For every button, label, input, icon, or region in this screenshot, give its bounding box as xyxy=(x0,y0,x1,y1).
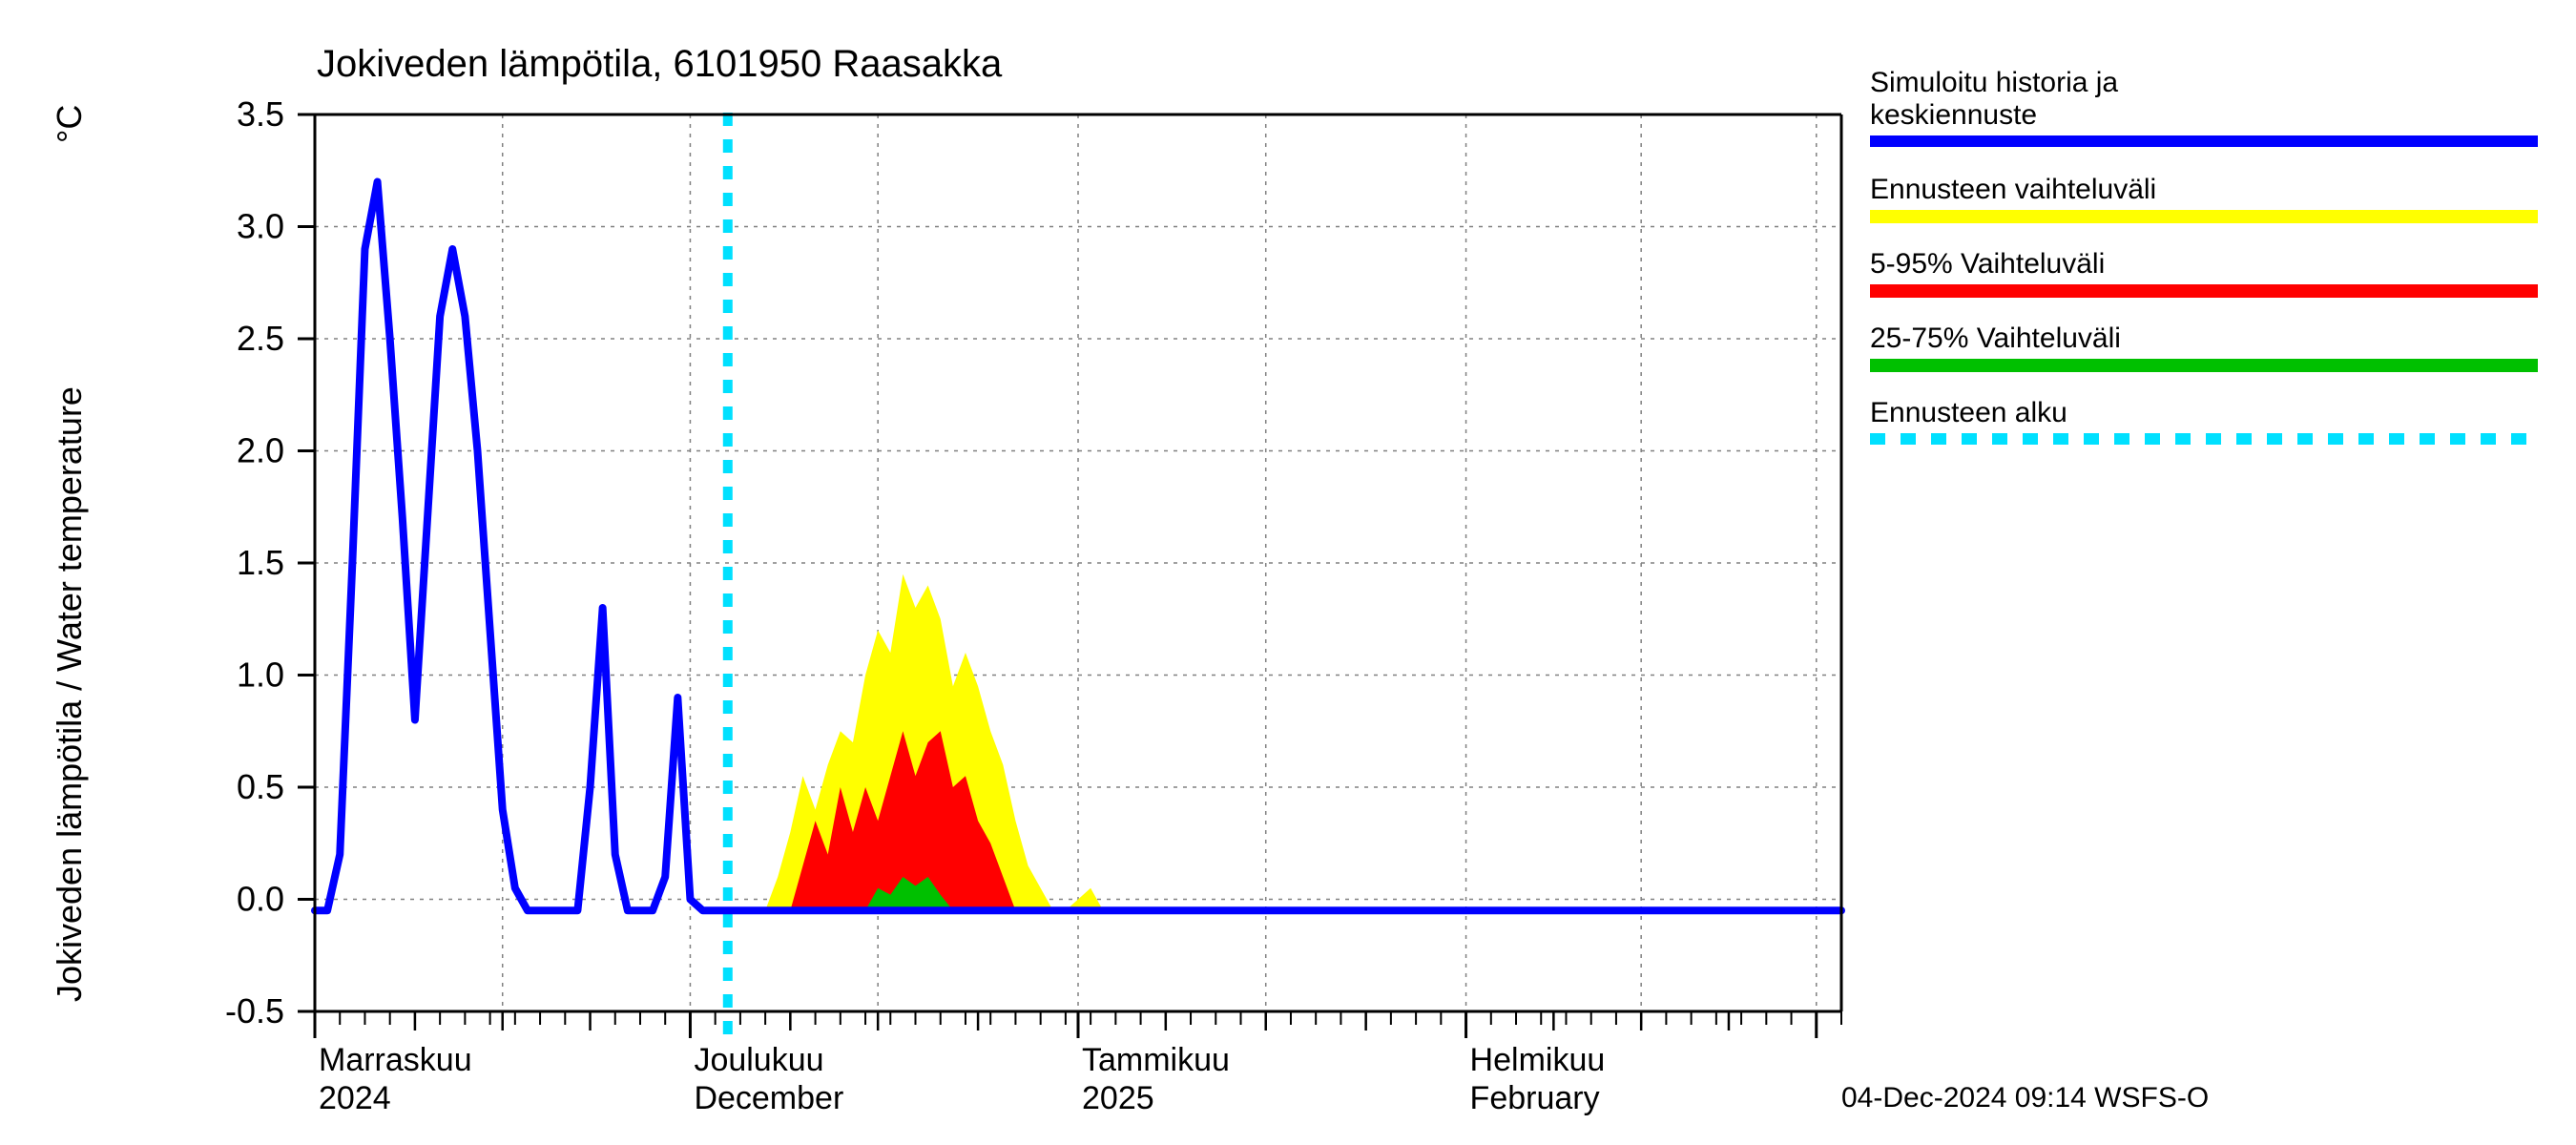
legend-color-swatch xyxy=(1870,210,2538,223)
legend-label: Simuloitu historia ja xyxy=(1870,67,2118,98)
x-month-sublabel: December xyxy=(694,1080,843,1116)
y-axis-unit: °C xyxy=(50,105,89,143)
x-month-sublabel: 2025 xyxy=(1082,1080,1154,1116)
y-tick-label: 1.5 xyxy=(237,543,284,582)
y-tick-label: 2.0 xyxy=(237,431,284,470)
water-temperature-chart: -0.50.00.51.01.52.02.53.03.5Marraskuu202… xyxy=(0,0,2576,1145)
x-month-label: Marraskuu xyxy=(319,1042,472,1078)
y-tick-label: 2.5 xyxy=(237,319,284,358)
y-tick-label: 3.0 xyxy=(237,207,284,246)
y-tick-label: 3.5 xyxy=(237,94,284,134)
y-axis-label: Jokiveden lämpötila / Water temperature xyxy=(50,386,89,1002)
x-month-label: Tammikuu xyxy=(1082,1042,1230,1078)
y-tick-label: 0.5 xyxy=(237,767,284,806)
chart-footer: 04-Dec-2024 09:14 WSFS-O xyxy=(1841,1082,2209,1114)
x-month-sublabel: 2024 xyxy=(319,1080,391,1116)
legend-color-swatch xyxy=(1870,284,2538,298)
legend-label: keskiennuste xyxy=(1870,99,2037,131)
y-tick-label: -0.5 xyxy=(225,991,284,1030)
legend-label: 25-75% Vaihteluväli xyxy=(1870,323,2121,354)
legend-color-swatch xyxy=(1870,359,2538,372)
y-tick-label: 0.0 xyxy=(237,880,284,919)
legend-label: Ennusteen vaihteluväli xyxy=(1870,174,2156,205)
chart-title: Jokiveden lämpötila, 6101950 Raasakka xyxy=(317,43,1003,85)
x-month-sublabel: February xyxy=(1470,1080,1600,1116)
legend-label: 5-95% Vaihteluväli xyxy=(1870,248,2105,280)
y-tick-label: 1.0 xyxy=(237,656,284,695)
x-month-label: Helmikuu xyxy=(1470,1042,1606,1078)
x-month-label: Joulukuu xyxy=(694,1042,823,1078)
legend-label: Ennusteen alku xyxy=(1870,397,2067,428)
